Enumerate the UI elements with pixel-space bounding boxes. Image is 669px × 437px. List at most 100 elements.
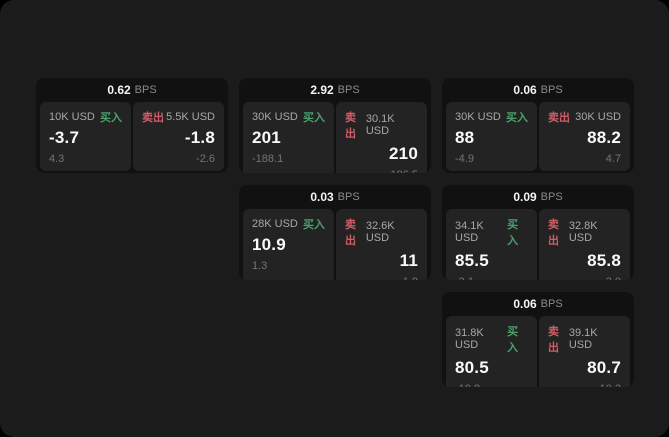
- buy-price: 201: [252, 128, 281, 147]
- sell-price: 88.2: [587, 128, 621, 147]
- sell-amount: 30K USD: [575, 111, 621, 123]
- sell-tile-header: 卖出 39.1K USD: [548, 323, 621, 355]
- buy-amount: 31.8K USD: [455, 327, 484, 351]
- sell-side-label: 卖出: [345, 219, 356, 247]
- sell-amount: 32.6K USD: [365, 220, 395, 244]
- quotes-board: 0.62 BPS 10K USD 买入 -3.7 4.3 卖出 5.5K USD…: [36, 78, 634, 387]
- quote-card: 0.09 BPS 34.1K USD 买入 85.5 -3.1 卖出 32.8K…: [442, 185, 634, 280]
- buy-tile-header: 34.1K USD 买入: [455, 216, 528, 248]
- bps-value: 0.62: [107, 83, 131, 97]
- buy-side-label: 买入: [303, 219, 325, 231]
- sell-side-label: 卖出: [345, 112, 356, 140]
- buy-tile-header: 30K USD 买入: [455, 109, 528, 125]
- sell-amount: 39.1K USD: [568, 327, 598, 351]
- buy-side-label: 买入: [100, 112, 122, 124]
- sell-tile[interactable]: 卖出 30.1K USD 210 196.5: [336, 102, 427, 173]
- quote-card: 0.06 BPS 30K USD 买入 88 -4.9 卖出 30K USD 8…: [442, 78, 634, 173]
- bps-value: 2.92: [310, 83, 334, 97]
- buy-tile[interactable]: 31.8K USD 买入 80.5 -10.8: [446, 316, 537, 387]
- sell-tile[interactable]: 卖出 32.6K USD 11 -1.8: [336, 209, 427, 280]
- quote-tiles: 30K USD 买入 88 -4.9 卖出 30K USD 88.2 4.7: [446, 102, 630, 171]
- sell-sub-value: 3.0: [548, 276, 621, 280]
- quote-card: 2.92 BPS 30K USD 买入 201 -188.1 卖出 30.1K …: [239, 78, 431, 173]
- bps-unit-label: BPS: [134, 84, 157, 96]
- sell-sub-value: 4.7: [605, 153, 621, 165]
- sell-amount: 5.5K USD: [166, 111, 215, 123]
- buy-amount: 34.1K USD: [455, 220, 484, 244]
- buy-tile[interactable]: 34.1K USD 买入 85.5 -3.1: [446, 209, 537, 280]
- sell-sub-value: 196.5: [345, 169, 418, 173]
- buy-sub-value: -10.8: [455, 383, 528, 387]
- sell-amount: 32.8K USD: [568, 220, 598, 244]
- sell-tile-header: 卖出 30K USD: [548, 109, 621, 125]
- buy-tile-header: 10K USD 买入: [49, 109, 122, 125]
- buy-side-label: 买入: [507, 219, 519, 247]
- buy-sub-value: 4.3: [49, 153, 65, 165]
- buy-price: 85.5: [455, 251, 489, 270]
- buy-price: 80.5: [455, 358, 489, 377]
- quote-tiles: 30K USD 买入 201 -188.1 卖出 30.1K USD 210 1…: [243, 102, 427, 173]
- quote-card: 0.62 BPS 10K USD 买入 -3.7 4.3 卖出 5.5K USD…: [36, 78, 228, 173]
- quote-tiles: 28K USD 买入 10.9 1.3 卖出 32.6K USD 11 -1.8: [243, 209, 427, 280]
- sell-sub-value: -1.8: [345, 276, 418, 280]
- sell-side-label: 卖出: [548, 112, 570, 124]
- buy-price: -3.7: [49, 128, 80, 147]
- buy-tile[interactable]: 28K USD 买入 10.9 1.3: [243, 209, 334, 280]
- sell-tile[interactable]: 卖出 32.8K USD 85.8 3.0: [539, 209, 630, 280]
- bps-value: 0.06: [513, 83, 537, 97]
- buy-amount: 10K USD: [49, 111, 95, 123]
- buy-tile[interactable]: 30K USD 买入 201 -188.1: [243, 102, 334, 173]
- sell-price: -1.8: [184, 128, 215, 147]
- sell-price: 85.8: [587, 251, 621, 270]
- card-header: 0.06 BPS: [442, 78, 634, 102]
- sell-tile[interactable]: 卖出 5.5K USD -1.8 -2.6: [133, 102, 224, 171]
- sell-price: 11: [399, 251, 418, 270]
- buy-sub-value: -188.1: [252, 153, 284, 165]
- card-header: 2.92 BPS: [239, 78, 431, 102]
- bps-value: 0.09: [513, 190, 537, 204]
- buy-tile[interactable]: 10K USD 买入 -3.7 4.3: [40, 102, 131, 171]
- quote-card: 0.03 BPS 28K USD 买入 10.9 1.3 卖出 32.6K US…: [239, 185, 431, 280]
- sell-tile-header: 卖出 30.1K USD: [345, 109, 418, 141]
- bps-unit-label: BPS: [540, 298, 563, 310]
- buy-side-label: 买入: [506, 112, 528, 124]
- bps-unit-label: BPS: [337, 191, 360, 203]
- sell-sub-value: -2.6: [196, 153, 215, 165]
- bps-value: 0.06: [513, 297, 537, 311]
- bps-unit-label: BPS: [337, 84, 360, 96]
- sell-sub-value: 10.2: [548, 383, 621, 387]
- sell-price: 210: [389, 144, 418, 163]
- bps-unit-label: BPS: [540, 191, 563, 203]
- buy-amount: 30K USD: [455, 111, 501, 123]
- card-header: 0.03 BPS: [239, 185, 431, 209]
- quote-tiles: 31.8K USD 买入 80.5 -10.8 卖出 39.1K USD 80.…: [446, 316, 630, 387]
- sell-amount: 30.1K USD: [365, 113, 395, 137]
- sell-tile[interactable]: 卖出 30K USD 88.2 4.7: [539, 102, 630, 171]
- buy-amount: 30K USD: [252, 111, 298, 123]
- card-header: 0.09 BPS: [442, 185, 634, 209]
- buy-price: 88: [455, 128, 475, 147]
- bps-unit-label: BPS: [540, 84, 563, 96]
- buy-tile-header: 30K USD 买入: [252, 109, 325, 125]
- buy-sub-value: -3.1: [455, 276, 528, 280]
- buy-tile[interactable]: 30K USD 买入 88 -4.9: [446, 102, 537, 171]
- quote-tiles: 34.1K USD 买入 85.5 -3.1 卖出 32.8K USD 85.8…: [446, 209, 630, 280]
- buy-side-label: 买入: [303, 112, 325, 124]
- card-header: 0.62 BPS: [36, 78, 228, 102]
- buy-side-label: 买入: [507, 326, 519, 354]
- sell-tile-header: 卖出 32.8K USD: [548, 216, 621, 248]
- sell-side-label: 卖出: [142, 112, 164, 124]
- bps-value: 0.03: [310, 190, 334, 204]
- quote-card: 0.06 BPS 31.8K USD 买入 80.5 -10.8 卖出 39.1…: [442, 292, 634, 387]
- sell-side-label: 卖出: [548, 219, 559, 247]
- sell-tile[interactable]: 卖出 39.1K USD 80.7 10.2: [539, 316, 630, 387]
- quote-tiles: 10K USD 买入 -3.7 4.3 卖出 5.5K USD -1.8 -2.…: [40, 102, 224, 171]
- buy-tile-header: 31.8K USD 买入: [455, 323, 528, 355]
- buy-sub-value: -4.9: [455, 153, 474, 165]
- sell-price: 80.7: [587, 358, 621, 377]
- sell-side-label: 卖出: [548, 326, 559, 354]
- sell-tile-header: 卖出 32.6K USD: [345, 216, 418, 248]
- buy-tile-header: 28K USD 买入: [252, 216, 325, 232]
- buy-price: 10.9: [252, 235, 286, 254]
